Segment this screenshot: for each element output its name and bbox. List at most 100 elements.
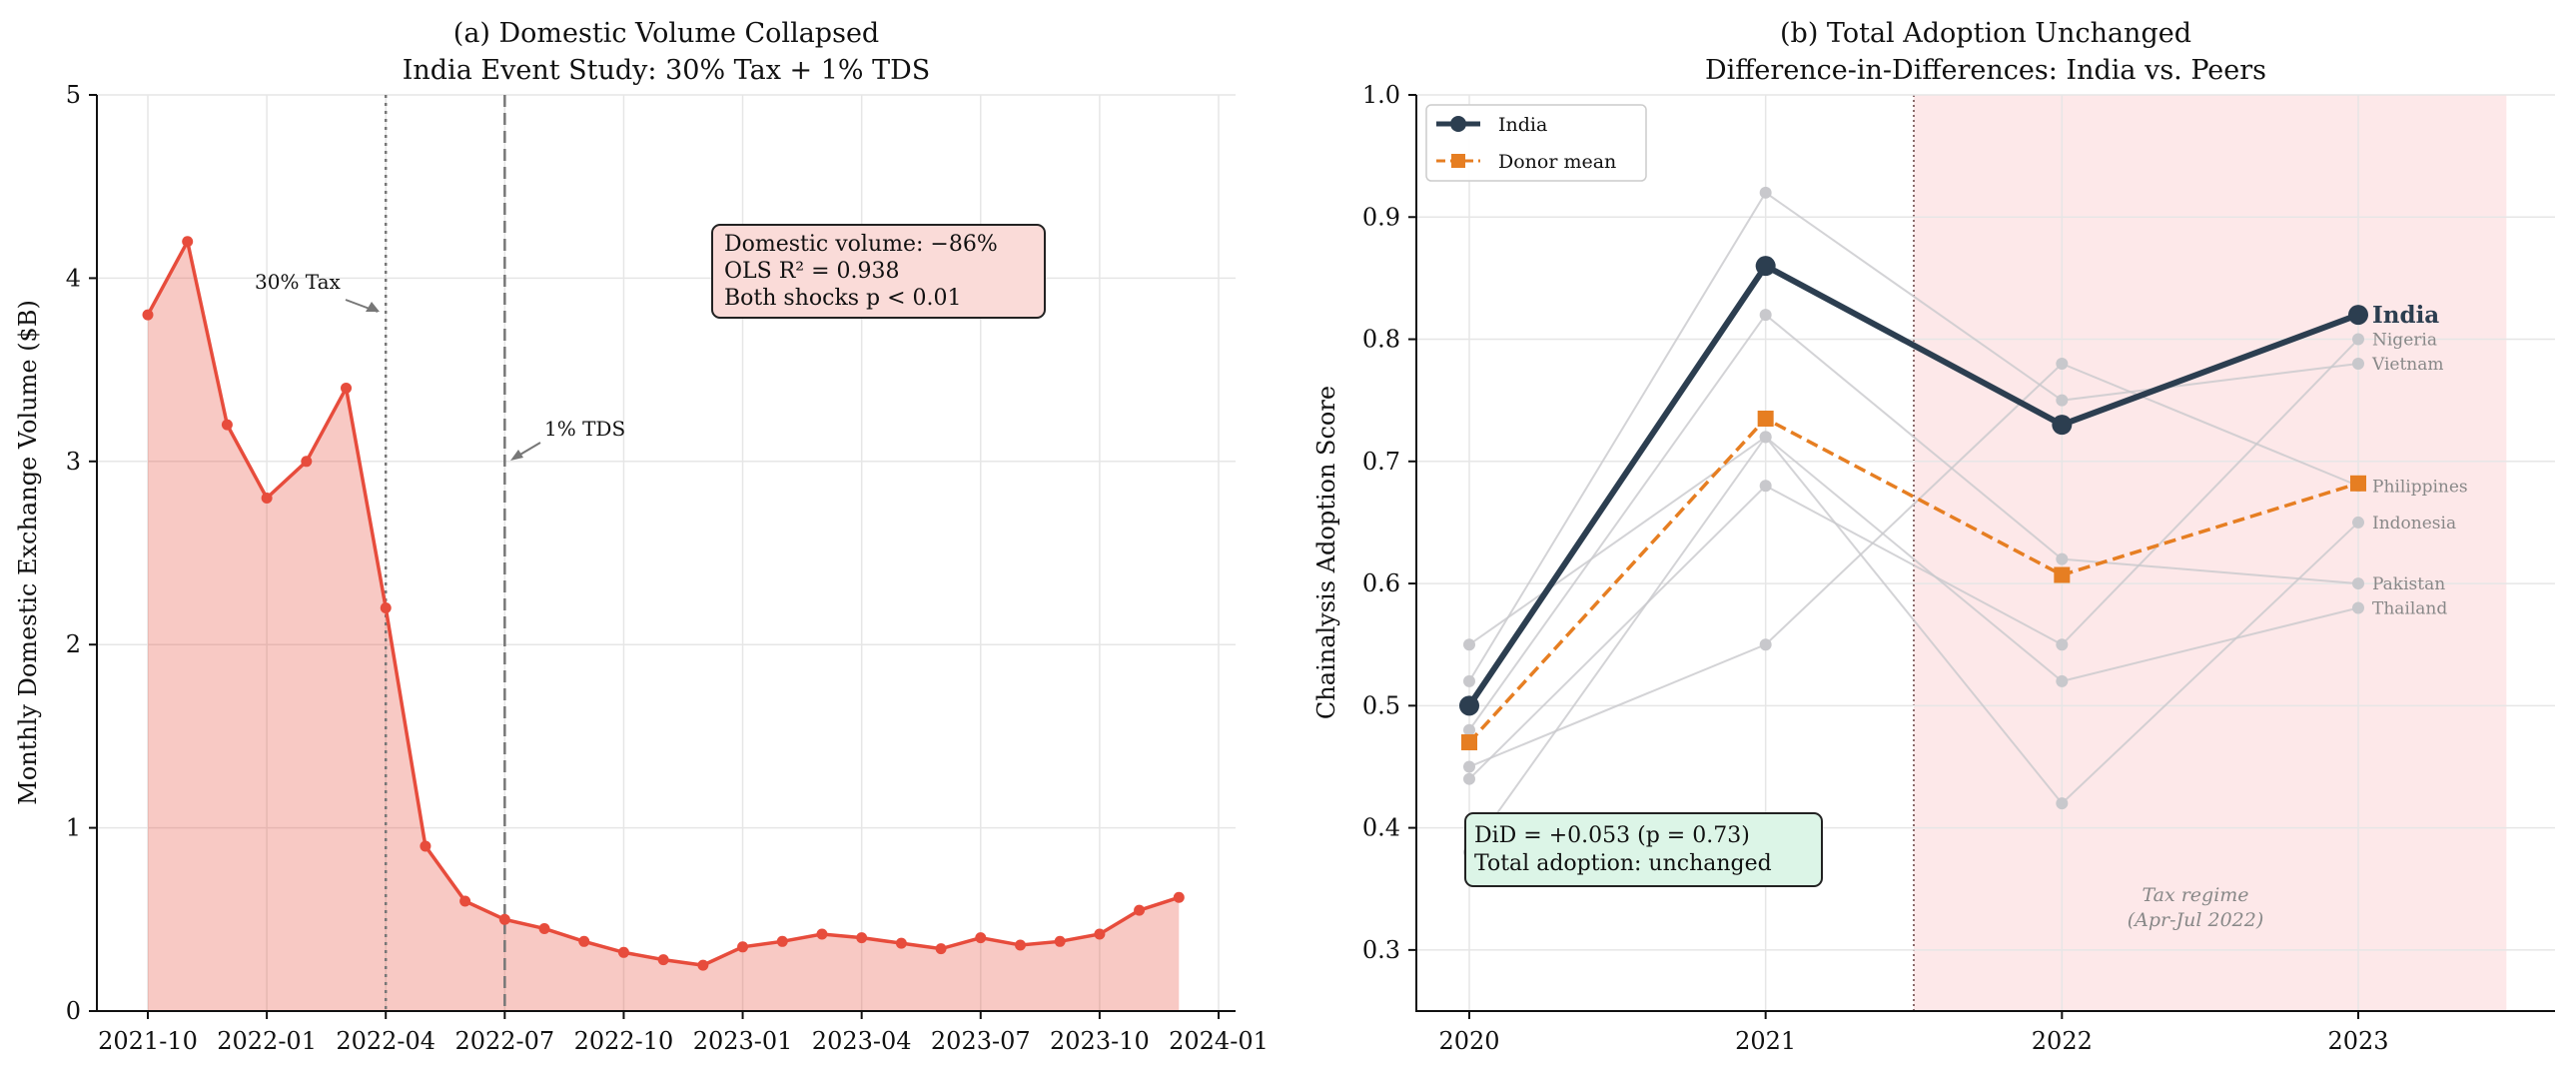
panel-b-adoption: (b) Total Adoption Unchanged Difference-… — [1312, 18, 2555, 1055]
tax-arrowhead-icon — [366, 302, 380, 312]
x-tick-label: 2022-01 — [217, 1027, 317, 1055]
did-conclusion: Total adoption: unchanged — [1474, 851, 1772, 876]
peer-line-philippines — [1468, 362, 2359, 768]
peer-point — [1463, 760, 1475, 773]
volume-point — [816, 928, 828, 940]
panel-b-title: (b) Total Adoption Unchanged — [1780, 18, 2191, 49]
peer-point — [2352, 357, 2364, 370]
volume-point — [142, 309, 154, 321]
peer-line-nigeria — [1468, 338, 2359, 780]
volume-point — [261, 492, 273, 504]
volume-point — [617, 946, 629, 958]
volume-point — [1014, 939, 1026, 951]
panel-a-domestic-volume: (a) Domestic Volume Collapsed India Even… — [14, 18, 1269, 1055]
volume-point — [498, 913, 510, 925]
panel-a-stats-box — [711, 224, 1046, 319]
legend-donor-label: Donor mean — [1498, 151, 1616, 173]
y-tick-label: 0.3 — [1362, 936, 1400, 964]
peer-point — [1463, 723, 1475, 736]
y-tick-label: 2 — [66, 630, 81, 658]
peer-point — [2352, 577, 2364, 590]
y-tick-label: 0.8 — [1362, 326, 1400, 354]
peer-label-indonesia: Indonesia — [2372, 514, 2456, 534]
peer-point — [2352, 516, 2364, 529]
volume-point — [459, 895, 471, 907]
volume-point — [697, 959, 709, 971]
peer-point — [1463, 772, 1475, 785]
volume-point — [975, 932, 987, 944]
india-point — [2348, 305, 2368, 326]
peer-point — [2056, 394, 2069, 407]
volume-point — [737, 941, 749, 953]
volume-point — [1173, 891, 1185, 903]
volume-point — [380, 602, 392, 614]
volume-point — [341, 382, 353, 394]
peer-point — [2352, 333, 2364, 346]
volume-point — [538, 922, 550, 934]
tds-event-label: 1% TDS — [544, 417, 625, 441]
legend-india-label: India — [1498, 114, 1547, 136]
panel-a-annotations: 30% Tax 1% TDS Domestic volume: −86% OLS… — [255, 224, 1046, 461]
y-tick-label: 0 — [66, 997, 81, 1025]
x-tick-label: 2021 — [1735, 1027, 1796, 1055]
panel-b-annotations: Tax regime (Apr-Jul 2022) DiD = +0.053 (… — [1425, 104, 2264, 931]
stat-pvalue: Both shocks p < 0.01 — [724, 286, 962, 311]
x-tick-label: 2022-04 — [336, 1027, 435, 1055]
volume-point — [301, 456, 313, 468]
peer-point — [2056, 552, 2069, 565]
x-tick-label: 2024-01 — [1169, 1027, 1269, 1055]
legend: India Donor mean — [1425, 104, 1647, 182]
peer-point — [1759, 186, 1772, 199]
tax-regime-label: Tax regime — [2142, 884, 2248, 906]
panel-b-ylabel: Chainalysis Adoption Score — [1312, 386, 1340, 719]
volume-area — [148, 241, 1180, 1012]
tax-regime-dates: (Apr-Jul 2022) — [2128, 909, 2264, 931]
x-tick-label: 2022-07 — [454, 1027, 554, 1055]
peer-label-vietnam: Vietnam — [2371, 355, 2444, 375]
india-point — [1459, 695, 1479, 716]
india-end-label: India — [2372, 302, 2439, 329]
x-tick-label: 2023-04 — [812, 1027, 912, 1055]
peer-label-thailand: Thailand — [2372, 599, 2447, 619]
india-point — [2052, 415, 2073, 436]
peer-point — [2056, 674, 2069, 687]
y-tick-label: 1.0 — [1362, 81, 1400, 109]
tax-event-label: 30% Tax — [255, 270, 342, 294]
volume-point — [935, 943, 947, 955]
peer-point — [1759, 431, 1772, 444]
y-tick-label: 0.6 — [1362, 569, 1400, 597]
legend-box — [1425, 104, 1647, 182]
volume-point — [657, 954, 669, 966]
y-tick-label: 0.5 — [1362, 691, 1400, 719]
peer-line-vietnam — [1468, 191, 2359, 682]
y-tick-label: 0.4 — [1362, 814, 1400, 842]
peer-label-nigeria: Nigeria — [2372, 331, 2437, 351]
did-estimate: DiD = +0.053 (p = 0.73) — [1474, 823, 1750, 848]
panel-a-ylabel: Monthly Domestic Exchange Volume ($B) — [14, 300, 42, 805]
y-tick-label: 0.7 — [1362, 448, 1400, 476]
volume-point — [1054, 935, 1066, 947]
x-tick-label: 2023-01 — [693, 1027, 793, 1055]
india-point — [1755, 256, 1776, 277]
peer-point — [1759, 638, 1772, 651]
donor-mean-point — [1757, 411, 1774, 428]
volume-point — [895, 937, 907, 949]
peer-line-pakistan — [1468, 313, 2359, 731]
peer-point — [1759, 309, 1772, 322]
y-tick-label: 4 — [66, 264, 81, 292]
peer-label-philippines: Philippines — [2372, 477, 2468, 497]
volume-point — [1094, 928, 1106, 940]
tax-regime-shading — [1914, 95, 2507, 1011]
donor-mean-point — [2054, 566, 2071, 583]
peer-point — [1463, 674, 1475, 687]
peer-point — [1759, 480, 1772, 493]
x-tick-label: 2023-10 — [1050, 1027, 1150, 1055]
peer-line-indonesia — [1468, 435, 2359, 853]
stat-r2: OLS R² = 0.938 — [724, 259, 900, 284]
panel-b-subtitle: Difference-in-Differences: India vs. Pee… — [1705, 55, 2266, 86]
volume-point — [856, 932, 868, 944]
peer-point — [2056, 797, 2069, 810]
did-box — [1464, 812, 1823, 887]
x-tick-label: 2022 — [2032, 1027, 2093, 1055]
